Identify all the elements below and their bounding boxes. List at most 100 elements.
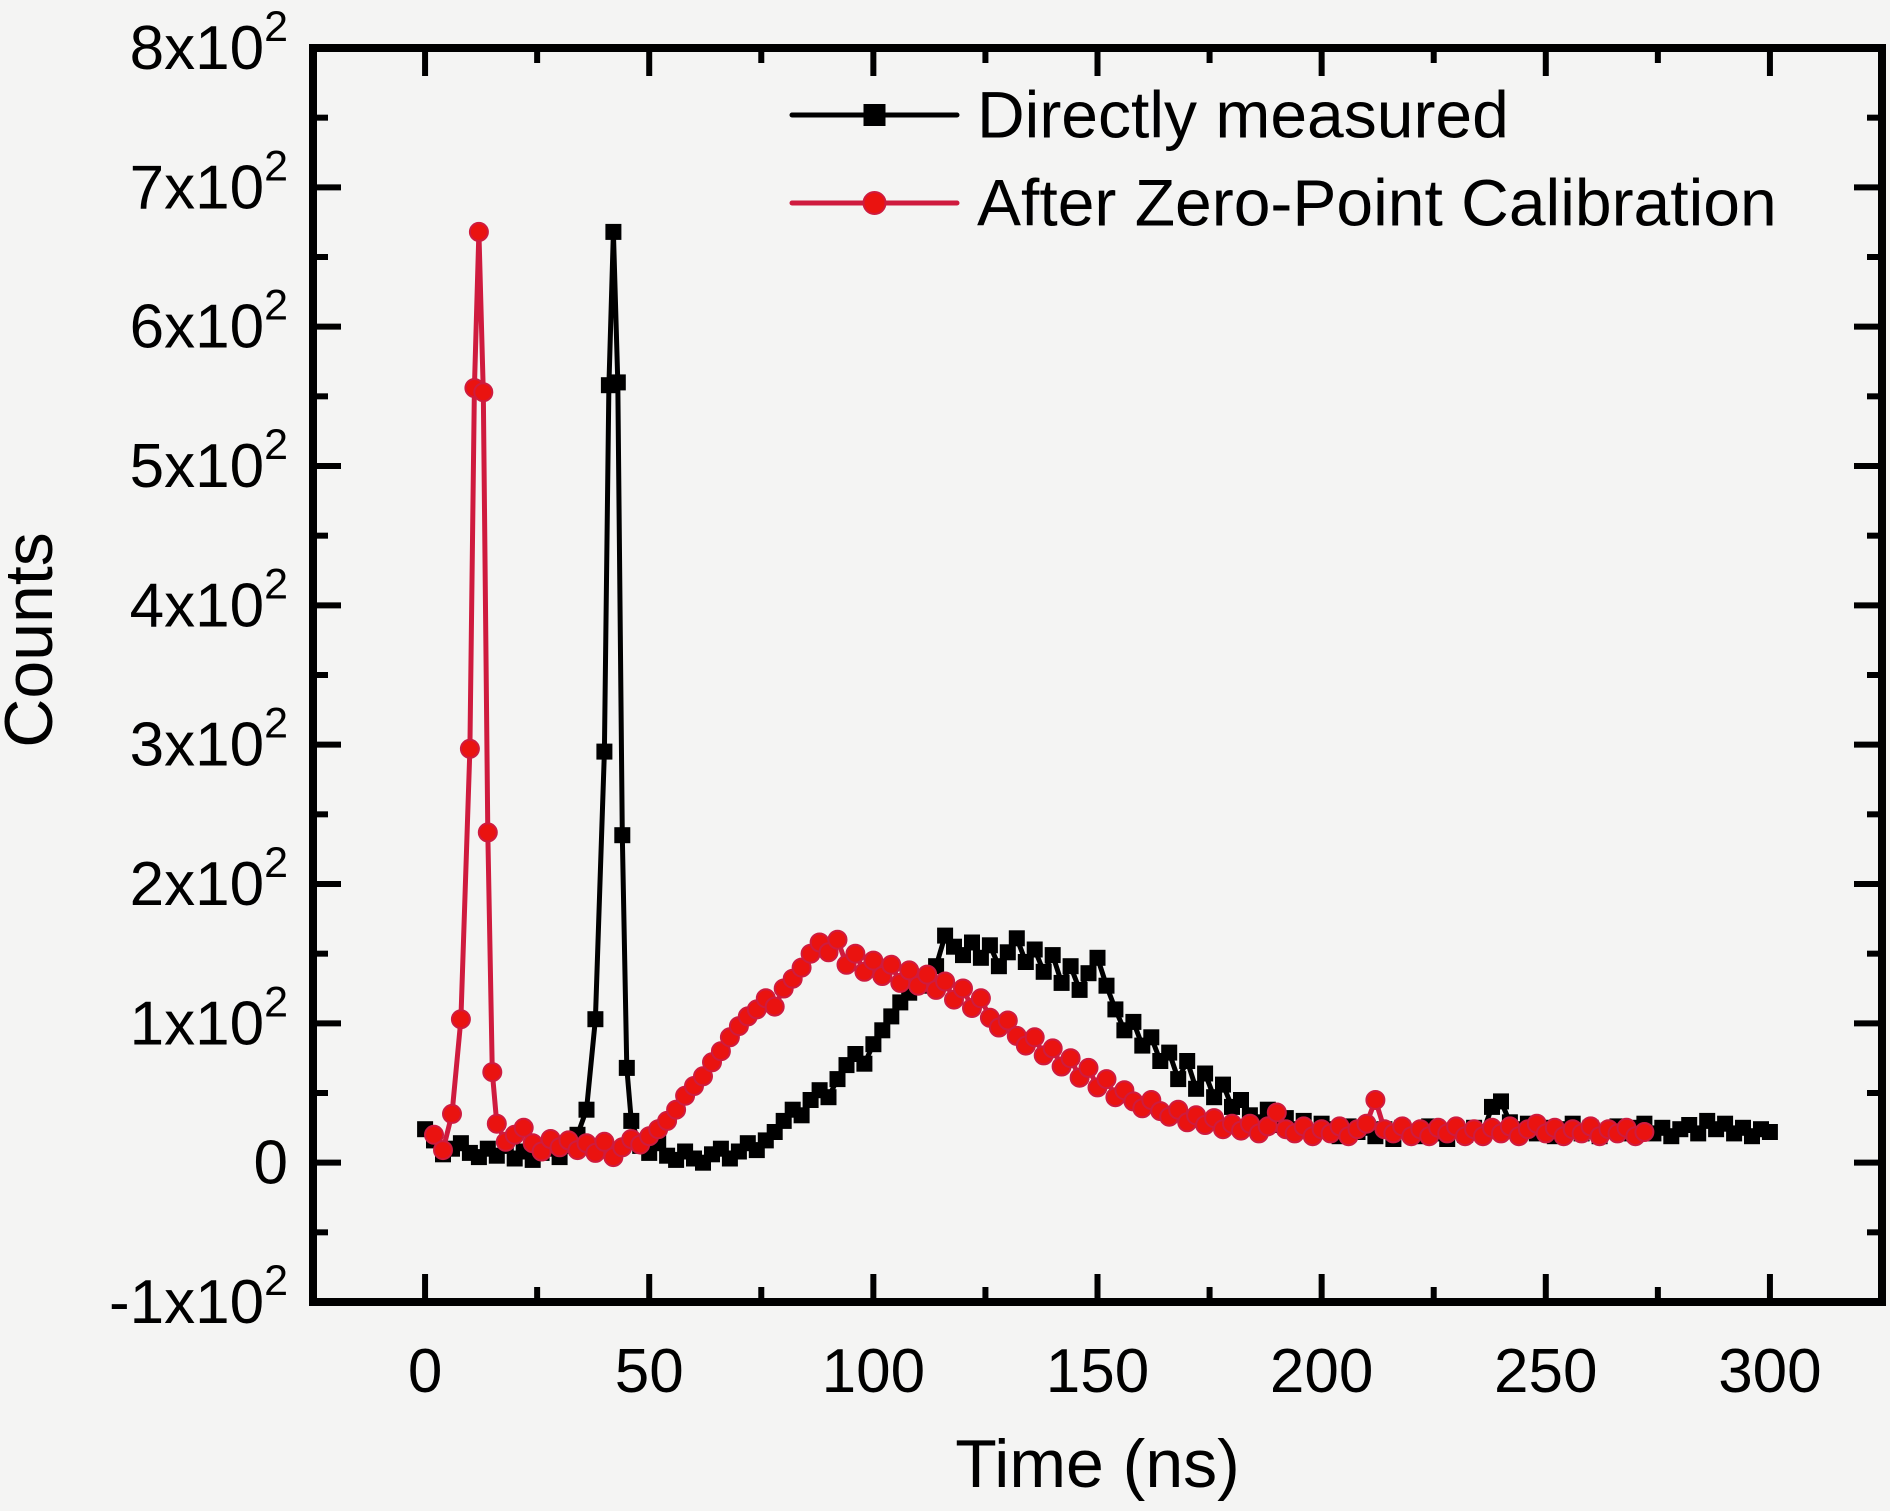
data-point — [1042, 1038, 1063, 1059]
data-point — [1365, 1090, 1386, 1110]
x-tick-label: 100 — [822, 1337, 925, 1406]
data-point — [468, 221, 489, 242]
y-axis-title: Counts — [0, 532, 67, 747]
data-point — [981, 937, 998, 954]
x-tick-label: 0 — [408, 1337, 442, 1406]
data-point — [605, 223, 622, 240]
data-point — [1690, 1125, 1707, 1142]
data-point — [865, 1036, 882, 1053]
y-tick-label: 5x102 — [130, 421, 288, 501]
data-point — [999, 944, 1016, 961]
data-point — [473, 382, 494, 403]
legend-label: Directly measured — [977, 77, 1509, 151]
data-point — [1035, 963, 1052, 980]
data-point — [609, 374, 626, 391]
data-point — [1266, 1102, 1287, 1123]
data-point — [845, 943, 866, 964]
data-point — [596, 743, 613, 760]
y-tick-label: 4x102 — [130, 560, 288, 640]
data-point — [972, 949, 989, 966]
x-tick-label: 50 — [615, 1337, 684, 1406]
data-point — [433, 1140, 453, 1161]
data-point — [829, 1071, 846, 1088]
data-point — [1170, 1071, 1187, 1088]
x-tick-label: 300 — [1718, 1337, 1821, 1406]
data-point — [1233, 1092, 1249, 1108]
data-point — [883, 1008, 900, 1025]
data-point — [970, 988, 991, 1009]
y-tick-label: 0 — [254, 1129, 288, 1198]
x-axis-title: Time (ns) — [955, 1426, 1240, 1502]
data-point — [953, 978, 973, 999]
data-point — [578, 1101, 595, 1118]
data-point — [1143, 1029, 1160, 1046]
data-point — [666, 1099, 687, 1120]
data-point — [1634, 1122, 1655, 1142]
y-tick-label: 8x102 — [130, 3, 288, 83]
data-point — [874, 1022, 891, 1039]
data-point — [450, 1009, 471, 1030]
data-point — [424, 1124, 444, 1145]
data-point — [1071, 981, 1088, 998]
data-point — [1761, 1124, 1778, 1140]
data-point — [442, 1103, 462, 1124]
data-point — [513, 1117, 534, 1138]
data-point — [1008, 930, 1025, 947]
y-tick-label: 7x102 — [130, 142, 288, 222]
data-point — [1096, 1069, 1117, 1090]
series-markers-after-zero-point-calibration — [424, 221, 1655, 1168]
x-tick-label: 200 — [1270, 1337, 1373, 1406]
data-point — [486, 1113, 507, 1134]
data-point — [1125, 1013, 1142, 1030]
data-point — [935, 971, 956, 992]
y-tick-label: 3x102 — [130, 700, 288, 780]
data-point — [614, 827, 631, 844]
data-point — [1179, 1053, 1196, 1069]
data-point — [587, 1011, 604, 1028]
legend-square-marker — [863, 104, 886, 126]
data-point — [693, 1066, 713, 1087]
data-point — [1197, 1065, 1214, 1082]
data-point — [1053, 974, 1070, 991]
data-point — [955, 947, 971, 964]
data-point — [820, 1089, 837, 1106]
data-point — [1098, 977, 1115, 994]
legend-label: After Zero-Point Calibration — [977, 165, 1777, 239]
data-point — [1161, 1044, 1178, 1061]
data-point — [1078, 1057, 1099, 1078]
data-point — [1493, 1093, 1509, 1110]
data-point — [917, 964, 938, 985]
data-point — [827, 929, 848, 950]
data-point — [1044, 947, 1061, 964]
data-point — [1188, 1080, 1205, 1097]
data-point — [764, 996, 785, 1017]
data-point — [791, 957, 812, 978]
data-point — [856, 1055, 873, 1072]
y-tick-label: 2x102 — [130, 839, 288, 919]
data-point — [997, 1010, 1018, 1031]
data-point — [477, 822, 498, 843]
plot-frame — [309, 44, 1886, 1306]
y-tick-label: 1x102 — [130, 978, 288, 1058]
data-point — [1107, 1001, 1124, 1018]
x-tick-label: 150 — [1046, 1337, 1149, 1406]
y-tick-label: -1x102 — [109, 1257, 288, 1337]
data-point — [1206, 1089, 1223, 1106]
data-point — [1215, 1076, 1231, 1093]
data-point — [1060, 1048, 1081, 1069]
data-point — [793, 1107, 810, 1124]
data-point — [482, 1062, 503, 1083]
data-point — [594, 1131, 615, 1152]
data-point — [1017, 954, 1034, 970]
data-point — [1024, 1027, 1045, 1048]
x-tick-label: 250 — [1494, 1337, 1597, 1406]
data-point — [623, 1112, 640, 1129]
data-point — [459, 738, 480, 759]
data-point — [881, 954, 902, 975]
data-point — [1089, 949, 1106, 966]
data-point — [964, 934, 980, 951]
data-point — [1080, 965, 1097, 982]
data-point — [990, 958, 1007, 975]
